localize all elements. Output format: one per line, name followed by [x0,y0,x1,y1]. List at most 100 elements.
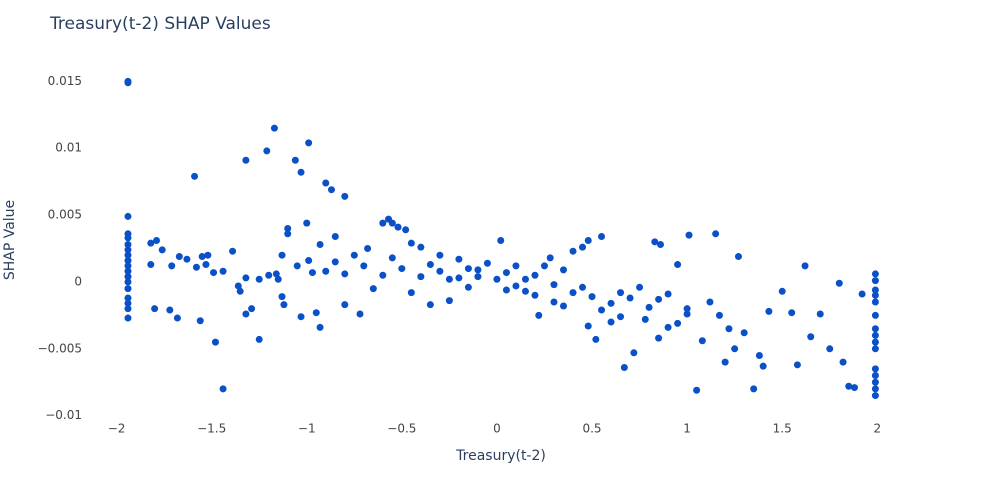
scatter-point [455,274,463,282]
scatter-point [303,219,311,227]
chart-title: Treasury(t-2) SHAP Values [49,14,271,34]
scatter-point [521,287,529,295]
scatter-point [588,293,596,301]
scatter-point [445,275,453,283]
scatter-point [124,234,132,242]
scatter-point [248,305,256,313]
scatter-point [871,311,879,319]
scatter-point [124,257,132,265]
scatter-point [871,385,879,393]
scatter-point [297,168,305,176]
scatter-point [630,349,638,357]
scatter-point [388,254,396,262]
scatter-point [655,334,663,342]
scatter-point [316,323,324,331]
scatter-point [871,331,879,339]
scatter-point [871,365,879,373]
scatter-point [158,246,166,254]
scatter-point [617,289,625,297]
scatter-point [579,243,587,251]
x-tick-label: 1.5 [773,422,792,436]
scatter-point [502,286,510,294]
scatter-point [793,361,801,369]
scatter-point [312,309,320,317]
scatter-point [202,261,210,269]
scatter-point [124,305,132,313]
scatter-point [801,262,809,270]
scatter-point [765,307,773,315]
scatter-point [166,306,174,314]
scatter-point [192,263,200,271]
scatter-point [531,291,539,299]
scatter-point [645,303,653,311]
scatter-point [242,274,250,282]
scatter-point [598,232,606,240]
scatter-point [417,273,425,281]
scatter-point [124,273,132,281]
scatter-point [124,79,132,87]
scatter-point [871,345,879,353]
scatter-point [731,345,739,353]
y-tick-label: 0.005 [48,208,82,222]
scatter-point [683,305,691,313]
scatter-point [124,212,132,220]
scatter-point [569,247,577,255]
scatter-point [698,337,706,345]
scatter-point [322,179,330,187]
scatter-point [426,261,434,269]
scatter-point [607,318,615,326]
scatter-point [579,283,587,291]
scatter-point [584,322,592,330]
scatter-point [871,338,879,346]
scatter-point [664,323,672,331]
scatter-point [356,310,364,318]
scatter-point [124,285,132,293]
scatter-point [550,298,558,306]
scatter-point [474,273,482,281]
scatter-point [284,224,292,232]
scatter-point [693,386,701,394]
scatter-point [265,271,273,279]
scatter-point [715,311,723,319]
scatter-point [255,335,263,343]
scatter-point [550,281,558,289]
scatter-point [607,299,615,307]
scatter-point [734,253,742,261]
scatter-point [871,291,879,299]
scatter-point [407,239,415,247]
scatter-point [204,251,212,259]
scatter-point [725,325,733,333]
scatter-point [293,262,301,270]
scatter-point [379,219,387,227]
scatter-point [455,255,463,263]
scatter-point [497,236,505,244]
scatter-point [270,124,278,132]
scatter-point [242,310,250,318]
scatter-point [706,298,714,306]
scatter-point [124,241,132,249]
y-tick-label: 0.01 [55,141,82,155]
scatter-point [858,290,866,298]
scatter-point [124,314,132,322]
scatter-point [436,251,444,259]
scatter-point [305,139,313,147]
scatter-point [272,270,280,278]
scatter-point [636,283,644,291]
scatter-point [559,302,567,310]
scatter-point [341,192,349,200]
scatter-point [474,266,482,274]
scatter-point [280,301,288,309]
scatter-point [284,230,292,238]
scatter-point [229,247,237,255]
scatter-point [569,289,577,297]
scatter-point [620,364,628,372]
scatter-point [263,147,271,155]
scatter-point [512,262,520,270]
scatter-point [807,333,815,341]
scatter-point [540,262,548,270]
scatter-point [641,315,649,323]
scatter-point [211,338,219,346]
scatter-point [871,325,879,333]
scatter-point [168,262,176,270]
